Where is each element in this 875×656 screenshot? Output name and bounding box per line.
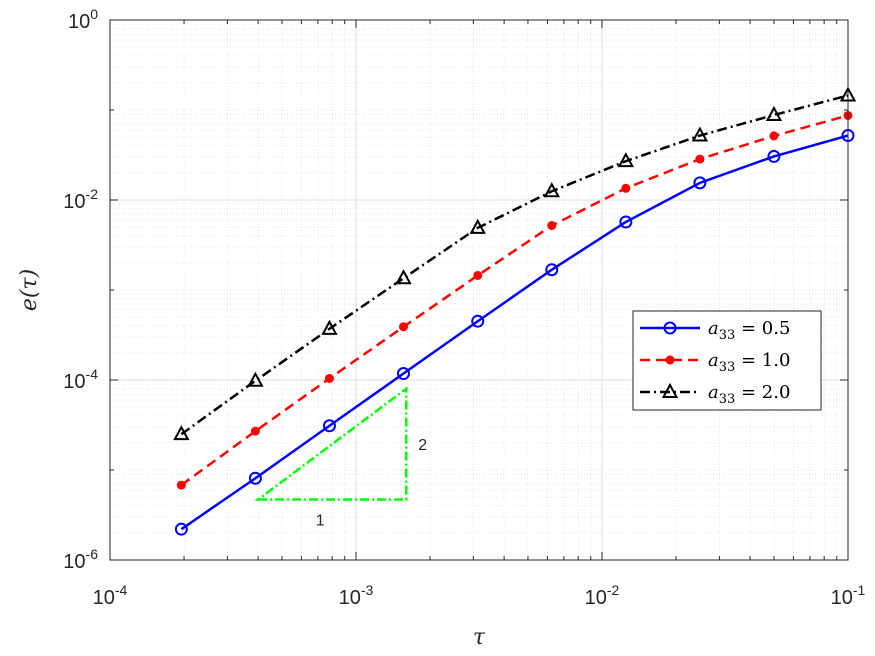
marker-dot — [695, 154, 705, 164]
marker-circle — [248, 471, 262, 485]
legend-label: a33 = 2.0 — [708, 382, 790, 407]
series-line — [180, 134, 849, 531]
legend: a33 = 0.5 a33 = 1.0 a33 = 2.0 — [632, 310, 822, 411]
marker-dot — [547, 221, 557, 231]
x-axis-label: τ — [473, 625, 486, 650]
series-0 — [174, 129, 855, 536]
marker-circle — [174, 522, 188, 536]
slope-triangle: 12 — [254, 386, 427, 530]
y-tick-label: 10-6 — [63, 546, 98, 573]
marker-triangle — [617, 152, 635, 168]
series-layer — [173, 86, 857, 536]
x-tick-label: 10-3 — [339, 582, 374, 609]
y-tick-labels: 10-6 10-4 10-2 100 — [63, 6, 98, 573]
y-tick-label: 10-2 — [63, 186, 98, 213]
series-2 — [173, 86, 857, 441]
marker-circle — [471, 314, 485, 328]
slope-vertical-label: 2 — [418, 437, 427, 454]
marker-dot — [250, 426, 260, 436]
marker-triangle — [173, 425, 190, 441]
marker-triangle — [661, 382, 679, 398]
series-1 — [176, 110, 853, 490]
marker-triangle — [321, 319, 338, 335]
slope-triangle-path — [254, 386, 408, 501]
marker-triangle — [469, 218, 486, 234]
marker-dot — [665, 355, 675, 365]
y-tick-label: 100 — [68, 6, 98, 33]
marker-dot — [399, 322, 409, 332]
x-tick-label: 10-2 — [585, 582, 620, 609]
x-tick-label: 10-4 — [93, 582, 128, 609]
legend-entry-2: a33 = 2.0 — [640, 382, 790, 407]
marker-circle — [545, 263, 559, 277]
legend-entry-0: a33 = 0.5 — [640, 318, 790, 343]
marker-triangle — [395, 269, 412, 285]
y-tick-label: 10-4 — [63, 366, 98, 393]
marker-dot — [473, 270, 483, 280]
marker-triangle — [247, 371, 264, 387]
marker-circle — [619, 215, 633, 229]
marker-dot — [176, 480, 186, 490]
marker-circle — [693, 176, 707, 190]
marker-circle — [322, 419, 336, 433]
x-tick-labels: 10-4 10-3 10-2 10-1 — [93, 582, 866, 609]
marker-dot — [324, 373, 334, 383]
slope-horizontal-label: 1 — [316, 513, 325, 530]
marker-triangle — [765, 105, 783, 121]
marker-circle — [663, 321, 677, 335]
marker-triangle — [543, 182, 560, 198]
tick-marks — [109, 20, 848, 561]
series-line — [180, 114, 849, 487]
marker-circle — [397, 367, 411, 381]
series-line — [180, 94, 849, 436]
legend-label: a33 = 1.0 — [708, 350, 790, 375]
legend-label: a33 = 0.5 — [708, 318, 790, 343]
y-axis-label: e(τ) — [17, 269, 42, 311]
marker-triangle — [691, 126, 709, 142]
legend-entry-1: a33 = 1.0 — [640, 350, 790, 375]
marker-dot — [769, 131, 779, 141]
x-tick-label: 10-1 — [831, 582, 866, 609]
marker-circle — [767, 149, 781, 163]
marker-dot — [621, 183, 631, 193]
